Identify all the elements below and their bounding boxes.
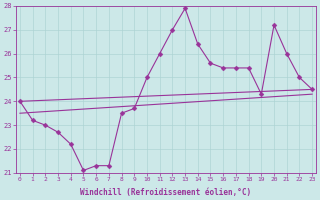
X-axis label: Windchill (Refroidissement éolien,°C): Windchill (Refroidissement éolien,°C) — [80, 188, 252, 197]
